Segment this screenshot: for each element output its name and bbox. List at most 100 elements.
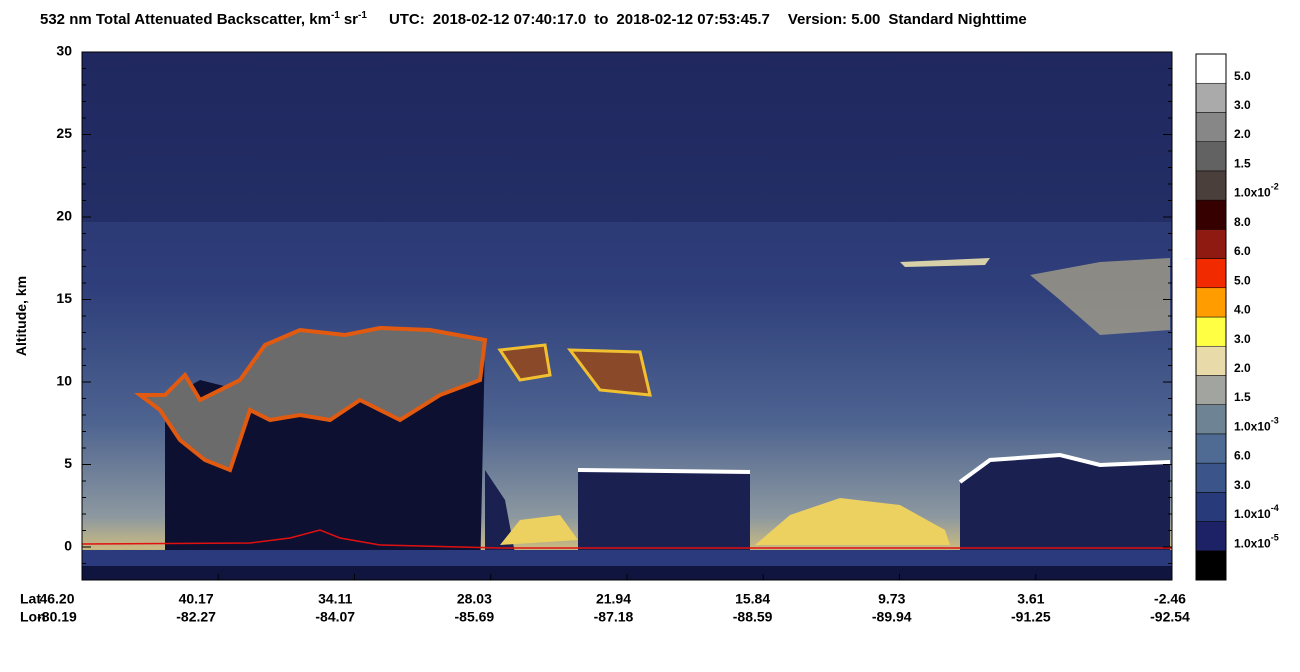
colorbar-label: 1.0x10-4 (1234, 504, 1279, 522)
colorbar-box (1195, 112, 1227, 142)
colorbar-label: 2.0 (1234, 361, 1251, 375)
colorbar-box (1195, 316, 1227, 347)
x-tick-label: -88.59 (733, 609, 773, 625)
colorbar-label: 1.5 (1234, 390, 1251, 404)
x-tick-label: 21.94 (596, 591, 631, 607)
colorbar-box (1195, 462, 1227, 493)
colorbar-box (1195, 287, 1227, 318)
colorbar-label-text: 2.0 (1234, 361, 1251, 375)
colorbar-label: 4.0 (1234, 303, 1251, 317)
colorbar-label-text: 1.0x10 (1234, 537, 1271, 551)
x-tick-label: -92.54 (1150, 609, 1190, 625)
colorbar-label: 3.0 (1234, 478, 1251, 492)
colorbar-label-text: 4.0 (1234, 303, 1251, 317)
colorbar-box (1195, 433, 1227, 464)
version: Version: 5.00 (788, 11, 881, 28)
colorbar-label-exponent: -5 (1271, 533, 1279, 543)
colorbar-box (1195, 229, 1227, 259)
y-tick-label: 5 (64, 455, 72, 471)
x-tick-label: 15.84 (735, 591, 770, 607)
colorbar-label: 1.0x10-3 (1234, 416, 1279, 434)
x-tick-label: -91.25 (1011, 609, 1051, 625)
colorbar-label-text: 2.0 (1234, 127, 1251, 141)
colorbar-box (1195, 82, 1227, 113)
cloud-top (577, 452, 1171, 484)
y-axis-label: Altitude, km (13, 276, 29, 356)
high-cloud (134, 325, 488, 473)
x-tick-label: 34.11 (318, 591, 352, 607)
x-tick-label: -2.46 (1154, 591, 1186, 607)
cirrus (497, 343, 652, 397)
colorbar-label-text: 8.0 (1234, 215, 1251, 229)
x-tick-label: -80.19 (37, 609, 77, 625)
title-exponent: -1 (358, 10, 367, 21)
y-tick-label: 20 (56, 208, 72, 224)
colorbar-label-text: 3.0 (1234, 98, 1251, 112)
colorbar-label-text: 1.0x10 (1234, 420, 1271, 434)
x-tick-label: 9.73 (878, 591, 905, 607)
utc-start: 2018-02-12 07:40:17.0 (433, 11, 586, 28)
colorbar-label-exponent: -3 (1271, 416, 1279, 426)
colorbar-box (1195, 375, 1227, 405)
colorbar-label-text: 1.0x10 (1234, 186, 1271, 200)
chart-title: 532 nm Total Attenuated Backscatter, km-… (40, 10, 1027, 28)
utc-to: to (594, 11, 608, 28)
colorbar-label: 1.5 (1234, 157, 1251, 171)
colorbar-frame (1195, 53, 1227, 581)
colorbar-label-text: 5.0 (1234, 69, 1251, 83)
utc-label: UTC: (389, 11, 425, 28)
colorbar-label-exponent: -4 (1271, 504, 1279, 514)
boundary-layer (500, 498, 950, 545)
colorbar-box (1195, 141, 1227, 172)
colorbar-box (1195, 53, 1227, 84)
x-row-label: Lon (20, 609, 46, 625)
y-tick-label: 30 (56, 43, 72, 59)
utc-end: 2018-02-12 07:53:45.7 (616, 11, 769, 28)
colorbar-label: 1.0x10-2 (1234, 182, 1279, 200)
x-tick-label: -85.69 (455, 609, 495, 625)
colorbar-label-exponent: -2 (1271, 182, 1279, 192)
colorbar-box (1195, 258, 1227, 289)
colorbar-label-text: 6.0 (1234, 244, 1251, 258)
colorbar-label: 5.0 (1234, 69, 1251, 83)
colorbar-box (1195, 404, 1227, 435)
colorbar-label: 1.0x10-5 (1234, 533, 1279, 551)
x-tick-label: -87.18 (594, 609, 634, 625)
y-tick-label: 25 (56, 125, 72, 141)
x-tick-label: 40.17 (179, 591, 214, 607)
colorbar-label: 6.0 (1234, 244, 1251, 258)
x-tick-label: -82.27 (176, 609, 216, 625)
colorbar-label: 5.0 (1234, 274, 1251, 288)
colorbar-box (1195, 170, 1227, 201)
colorbar-label-text: 6.0 (1234, 449, 1251, 463)
x-tick-label: -84.07 (315, 609, 355, 625)
colorbar-box (1196, 550, 1226, 580)
x-tick-label: 46.20 (39, 591, 74, 607)
x-tick-label: -89.94 (872, 609, 912, 625)
colorbar-label: 6.0 (1234, 449, 1251, 463)
title-unit: sr (344, 11, 358, 28)
thin-cirrus (900, 258, 990, 267)
backscatter-image (82, 52, 1172, 580)
colorbar-label-text: 1.5 (1234, 390, 1251, 404)
colorbar-box (1195, 199, 1227, 230)
colorbar-label: 3.0 (1234, 98, 1251, 112)
cirrus-right (1030, 258, 1170, 335)
x-row-label: Lat (20, 591, 41, 607)
title-exponent: -1 (331, 10, 340, 21)
colorbar-box (1195, 521, 1227, 552)
colorbar-label-text: 1.0x10 (1234, 507, 1271, 521)
title-text: 532 nm Total Attenuated Backscatter, km (40, 11, 331, 28)
colorbar-box (1195, 492, 1227, 522)
colorbar-label-text: 3.0 (1234, 478, 1251, 492)
surface-line (82, 529, 1172, 549)
y-tick-label: 15 (56, 290, 72, 306)
colorbar-label: 3.0 (1234, 332, 1251, 346)
colorbar-label: 8.0 (1234, 215, 1251, 229)
colorbar-box (1195, 345, 1227, 376)
colorbar-label-text: 3.0 (1234, 332, 1251, 346)
colorbar-label: 2.0 (1234, 127, 1251, 141)
y-tick-label: 0 (64, 538, 72, 554)
